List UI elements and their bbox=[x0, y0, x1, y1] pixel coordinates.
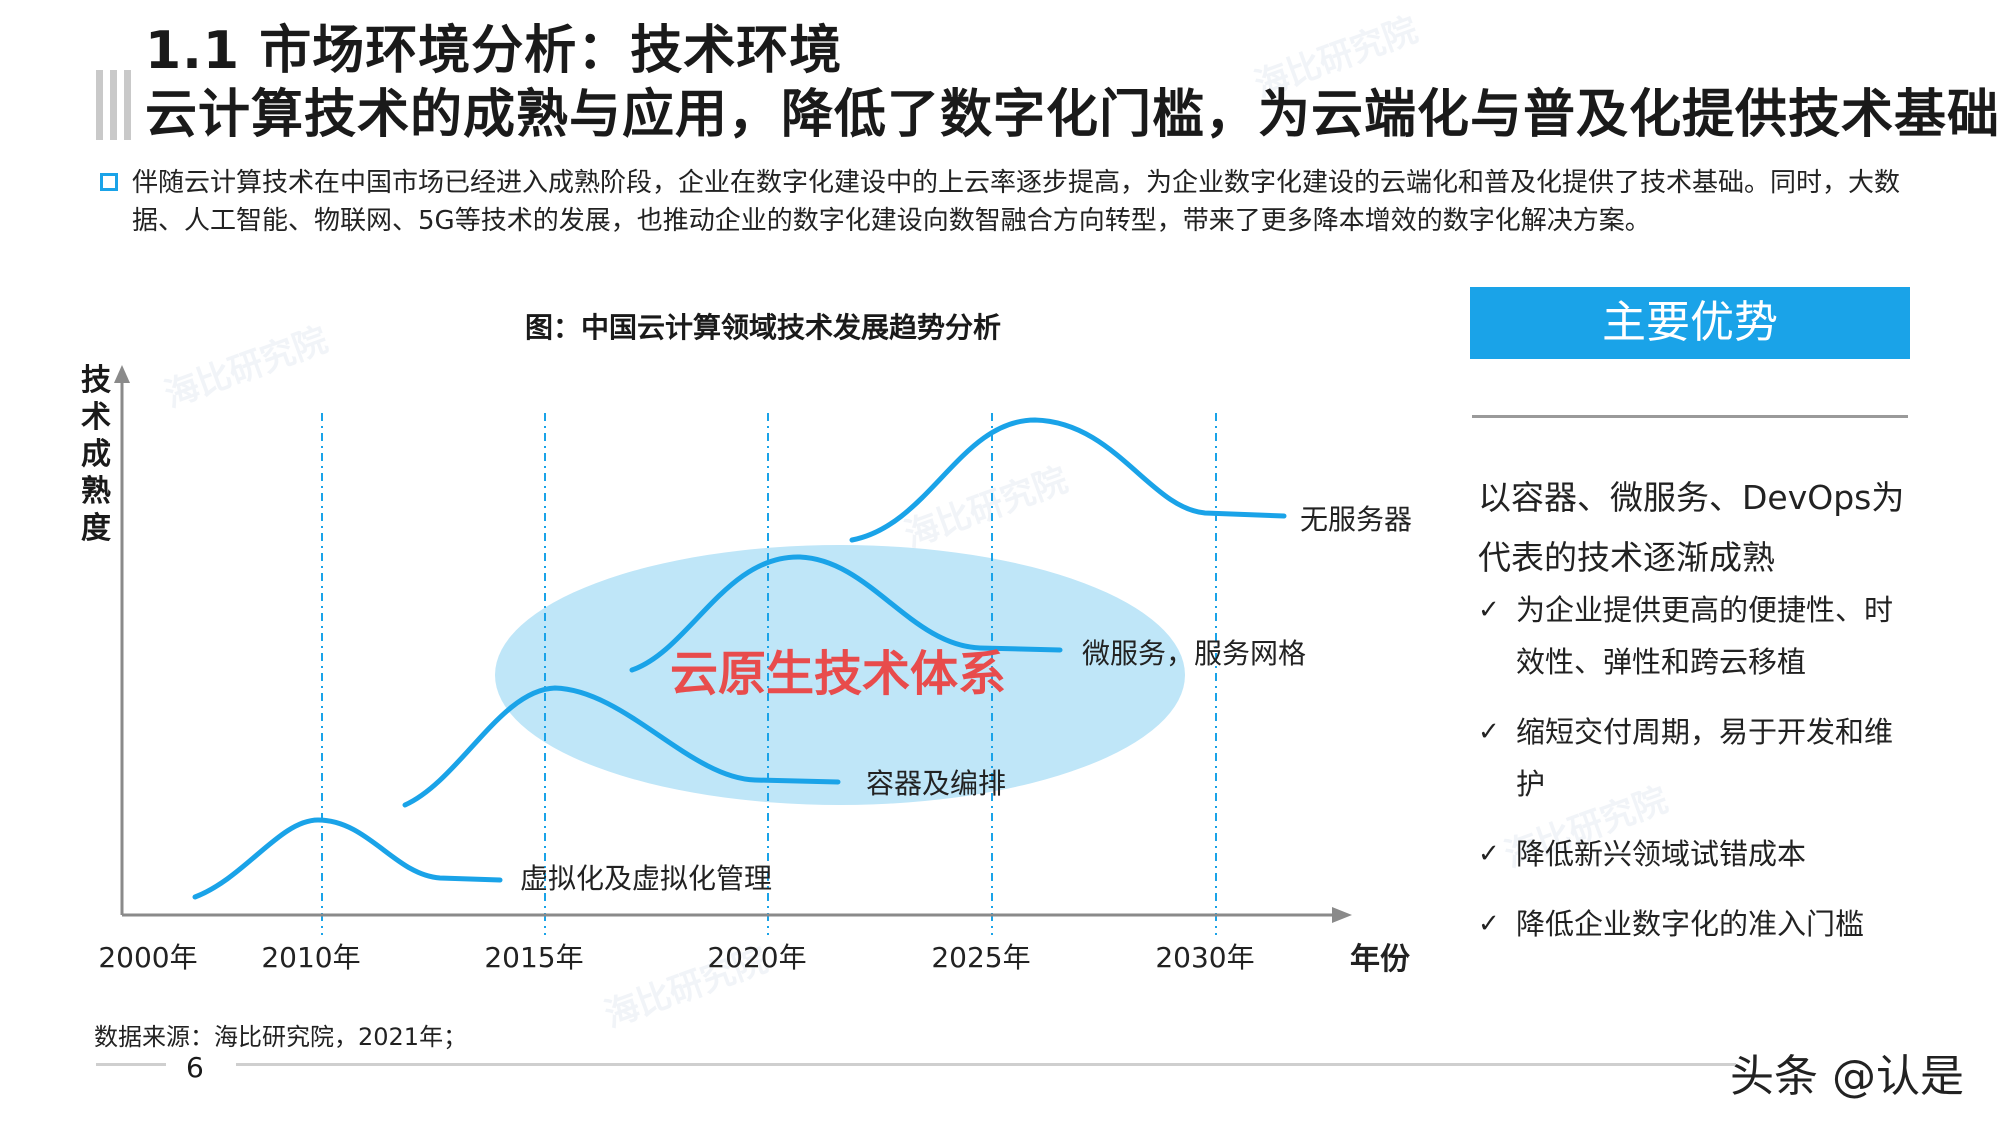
x-tick-label: 2025年 bbox=[931, 941, 1030, 974]
y-axis-arrow-icon bbox=[114, 365, 130, 383]
x-tick-label: 2015年 bbox=[484, 941, 583, 974]
advantages-heading: 以容器、微服务、DevOps为代表的技术逐渐成熟 bbox=[1478, 478, 1905, 577]
y-axis-label: 技术成熟度 bbox=[81, 363, 111, 546]
series-label: 微服务，服务网格 bbox=[1082, 637, 1306, 670]
bullet-square-icon bbox=[100, 173, 118, 191]
footer-line-left bbox=[96, 1063, 166, 1066]
footer-line-right bbox=[236, 1063, 1736, 1066]
series-label: 无服务器 bbox=[1300, 503, 1412, 536]
page-subtitle: 云计算技术的成熟与应用，降低了数字化门槛，为云端化与普及化提供技术基础 bbox=[145, 85, 2000, 145]
advantage-item: ✓ 缩短交付周期，易于开发和维护 bbox=[1478, 706, 1918, 810]
data-source: 数据来源：海比研究院，2021年； bbox=[94, 1023, 468, 1051]
advantage-item: ✓ 降低企业数字化的准入门槛 bbox=[1478, 898, 1918, 950]
intro-paragraph: 伴随云计算技术在中国市场已经进入成熟阶段，企业在数字化建设中的上云率逐步提高，为… bbox=[132, 168, 1901, 236]
advantage-item: ✓ 为企业提供更高的便捷性、时效性、弹性和跨云移植 bbox=[1478, 584, 1918, 688]
page-number: 6 bbox=[186, 1051, 204, 1084]
x-axis-arrow-icon bbox=[1332, 907, 1352, 923]
advantage-item: ✓ 降低新兴领域试错成本 bbox=[1478, 828, 1918, 880]
series-label: 容器及编排 bbox=[866, 767, 1006, 800]
chart-title: 图：中国云计算领域技术发展趋势分析 bbox=[525, 311, 1002, 344]
series-label: 虚拟化及虚拟化管理 bbox=[520, 862, 772, 895]
x-tick-label: 2030年 bbox=[1155, 941, 1254, 974]
advantages-button: 主要优势 bbox=[1470, 287, 1910, 359]
page-title: 1.1 市场环境分析：技术环境 bbox=[145, 21, 843, 81]
series-curve bbox=[192, 817, 503, 900]
x-tick-label: 2020年 bbox=[707, 941, 806, 974]
series-curve bbox=[629, 554, 1063, 673]
x-tick-label: 2010年 bbox=[261, 941, 360, 974]
check-icon: ✓ bbox=[1478, 595, 1500, 625]
series-curve bbox=[849, 417, 1287, 543]
check-icon: ✓ bbox=[1478, 717, 1500, 747]
x-tick-label: 2000年 bbox=[98, 941, 197, 974]
advantages-divider bbox=[1472, 415, 1908, 418]
x-axis-label: 年份 bbox=[1350, 942, 1410, 977]
check-icon: ✓ bbox=[1478, 839, 1500, 869]
series-curve bbox=[402, 685, 841, 808]
check-icon: ✓ bbox=[1478, 909, 1500, 939]
title-decoration bbox=[96, 70, 136, 140]
brand-watermark: 头条 @认是 bbox=[1730, 1051, 1964, 1102]
cloud-native-label: 云原生技术体系 bbox=[670, 646, 1006, 702]
